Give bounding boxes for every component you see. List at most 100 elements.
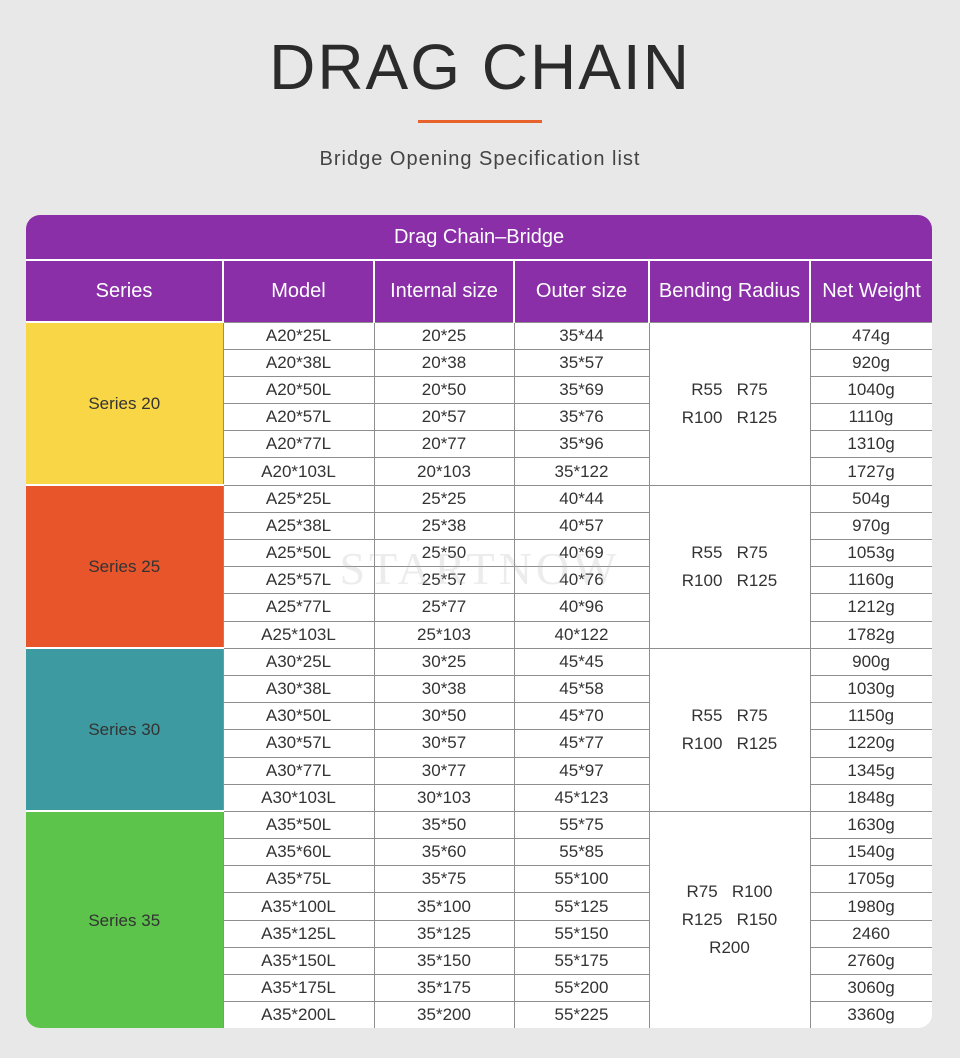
cell-model: A30*57L bbox=[222, 729, 375, 758]
cell-model: A35*60L bbox=[222, 838, 375, 867]
cell-internal: 20*25 bbox=[373, 321, 515, 350]
cell-model: A20*103L bbox=[222, 457, 375, 486]
bending-radius-value: R55 R75 bbox=[691, 379, 768, 399]
table-row: A20*50L 20*50 35*69 1040g bbox=[26, 375, 932, 405]
bending-radius-value: R100 R125 bbox=[681, 570, 778, 590]
table-row: A30*57L 30*57 45*77 1220g bbox=[26, 729, 932, 758]
cell-weight: 1040g bbox=[809, 375, 932, 405]
cell-internal: 35*75 bbox=[373, 865, 515, 894]
table-row: A20*38L 20*38 35*57 920g bbox=[26, 348, 932, 377]
cell-internal: 25*57 bbox=[373, 566, 515, 595]
table-row: A25*103L 25*103 40*122 1782g bbox=[26, 620, 932, 649]
cell-internal: 25*50 bbox=[373, 538, 515, 568]
table-row: Series 25 A25*25L 25*25 40*44 R55 R75 R100 R1… bbox=[26, 484, 932, 649]
cell-internal: 20*57 bbox=[373, 403, 515, 432]
cell-internal: 35*100 bbox=[373, 892, 515, 921]
table-row: A35*75L 35*75 55*100 1705g bbox=[26, 865, 932, 894]
cell-model: A25*25L bbox=[222, 484, 375, 513]
table-header-row: Series Model Internal size Outer size Be… bbox=[26, 260, 932, 322]
bending-radius-value: R100 R125 bbox=[681, 407, 778, 427]
bending-radius-value: R125 R150 bbox=[681, 910, 778, 930]
cell-model: A25*103L bbox=[222, 620, 375, 649]
cell-model: A30*77L bbox=[222, 756, 375, 785]
bending-radius-value: R200 bbox=[709, 938, 750, 958]
cell-weight: 1220g bbox=[809, 729, 932, 758]
cell-weight: 1110g bbox=[809, 403, 932, 432]
cell-internal: 20*38 bbox=[373, 348, 515, 377]
cell-internal: 25*25 bbox=[373, 484, 515, 513]
column-header-series: Series bbox=[26, 260, 224, 322]
page-subtitle: Bridge Opening Specification list bbox=[319, 148, 641, 170]
table-row: A25*50L 25*50 40*69 1053g bbox=[26, 538, 932, 568]
cell-outer: 45*123 bbox=[513, 783, 650, 812]
cell-internal: 30*57 bbox=[373, 729, 515, 758]
cell-model: A30*50L bbox=[222, 702, 375, 731]
cell-weight: 2460 bbox=[809, 919, 932, 948]
cell-model: A35*125L bbox=[222, 919, 375, 948]
cell-outer: 35*44 bbox=[513, 321, 650, 350]
cell-weight: 1212g bbox=[809, 593, 932, 622]
table-row: A25*38L 25*38 40*57 970g bbox=[26, 511, 932, 541]
cell-outer: 45*70 bbox=[513, 702, 650, 731]
cell-model: A30*38L bbox=[222, 674, 375, 704]
column-header-model: Model bbox=[223, 260, 375, 322]
cell-outer: 55*200 bbox=[513, 973, 650, 1003]
bending-radius-value: R100 R125 bbox=[681, 733, 778, 753]
cell-weight: 1053g bbox=[809, 538, 932, 568]
cell-outer: 55*100 bbox=[513, 865, 650, 894]
cell-model: A35*200L bbox=[222, 1001, 375, 1028]
series-label: Series 35 bbox=[26, 810, 223, 1028]
cell-outer: 45*58 bbox=[513, 674, 650, 704]
cell-outer: 55*75 bbox=[513, 810, 650, 840]
cell-outer: 55*225 bbox=[513, 1001, 650, 1028]
cell-model: A30*103L bbox=[222, 783, 375, 812]
cell-weight: 1030g bbox=[809, 674, 932, 704]
cell-model: A20*57L bbox=[222, 403, 375, 432]
bending-radius-value: R75 R100 bbox=[686, 882, 773, 902]
cell-outer: 40*96 bbox=[513, 593, 650, 622]
table-caption-row: Drag Chain–Bridge bbox=[26, 215, 932, 261]
column-header-outer-size: Outer size bbox=[514, 260, 650, 322]
cell-internal: 25*38 bbox=[373, 511, 515, 541]
cell-model: A25*38L bbox=[222, 511, 375, 541]
cell-outer: 55*175 bbox=[513, 946, 650, 976]
series-label: Series 30 bbox=[26, 647, 223, 812]
cell-model: A20*50L bbox=[222, 375, 375, 405]
cell-outer: 55*125 bbox=[513, 892, 650, 921]
cell-outer: 40*76 bbox=[513, 566, 650, 595]
page-title: DRAG CHAIN bbox=[269, 31, 691, 103]
cell-weight: 970g bbox=[809, 511, 932, 541]
bending-radius-value: R55 R75 bbox=[691, 542, 768, 562]
cell-internal: 35*50 bbox=[373, 810, 515, 840]
table-row: A35*125L 35*125 55*150 2460 bbox=[26, 919, 932, 948]
table-row: Series 20 A20*25L 20*25 35*44 R55 R75 R100 R1… bbox=[26, 320, 932, 486]
bending-radius-cell: R55 R75 R100 R125 bbox=[648, 321, 811, 486]
column-header-internal-size: Internal size bbox=[374, 260, 515, 322]
cell-outer: 45*97 bbox=[513, 756, 650, 785]
cell-internal: 20*50 bbox=[373, 375, 515, 405]
bending-radius-value: R55 R75 bbox=[691, 705, 768, 725]
cell-outer: 40*122 bbox=[513, 620, 650, 649]
table-caption: Drag Chain–Bridge bbox=[26, 215, 932, 261]
table-row: A35*200L 35*200 55*225 3360g bbox=[26, 1001, 932, 1028]
cell-internal: 30*50 bbox=[373, 702, 515, 731]
cell-outer: 55*150 bbox=[513, 919, 650, 948]
column-header-bending-radius: Bending Radius bbox=[649, 260, 811, 322]
cell-weight: 504g bbox=[809, 484, 932, 513]
cell-internal: 25*103 bbox=[373, 620, 515, 649]
cell-weight: 1727g bbox=[809, 457, 932, 486]
table-row: A25*57L 25*57 40*76 1160g bbox=[26, 566, 932, 595]
cell-weight: 920g bbox=[809, 348, 932, 377]
cell-internal: 25*77 bbox=[373, 593, 515, 622]
cell-model: A35*175L bbox=[222, 973, 375, 1003]
cell-weight: 1540g bbox=[809, 838, 932, 867]
cell-weight: 1848g bbox=[809, 783, 932, 812]
cell-weight: 1310g bbox=[809, 430, 932, 459]
cell-model: A35*150L bbox=[222, 946, 375, 976]
cell-model: A20*77L bbox=[222, 430, 375, 459]
cell-weight: 900g bbox=[809, 647, 932, 676]
spec-table-container: Drag Chain–Bridge Series Model Internal … bbox=[26, 215, 932, 1028]
cell-model: A35*100L bbox=[222, 892, 375, 921]
cell-model: A20*25L bbox=[222, 321, 375, 350]
table-body: Series 20 A20*25L 20*25 35*44 R55 R75 R100 R1… bbox=[26, 320, 932, 1028]
